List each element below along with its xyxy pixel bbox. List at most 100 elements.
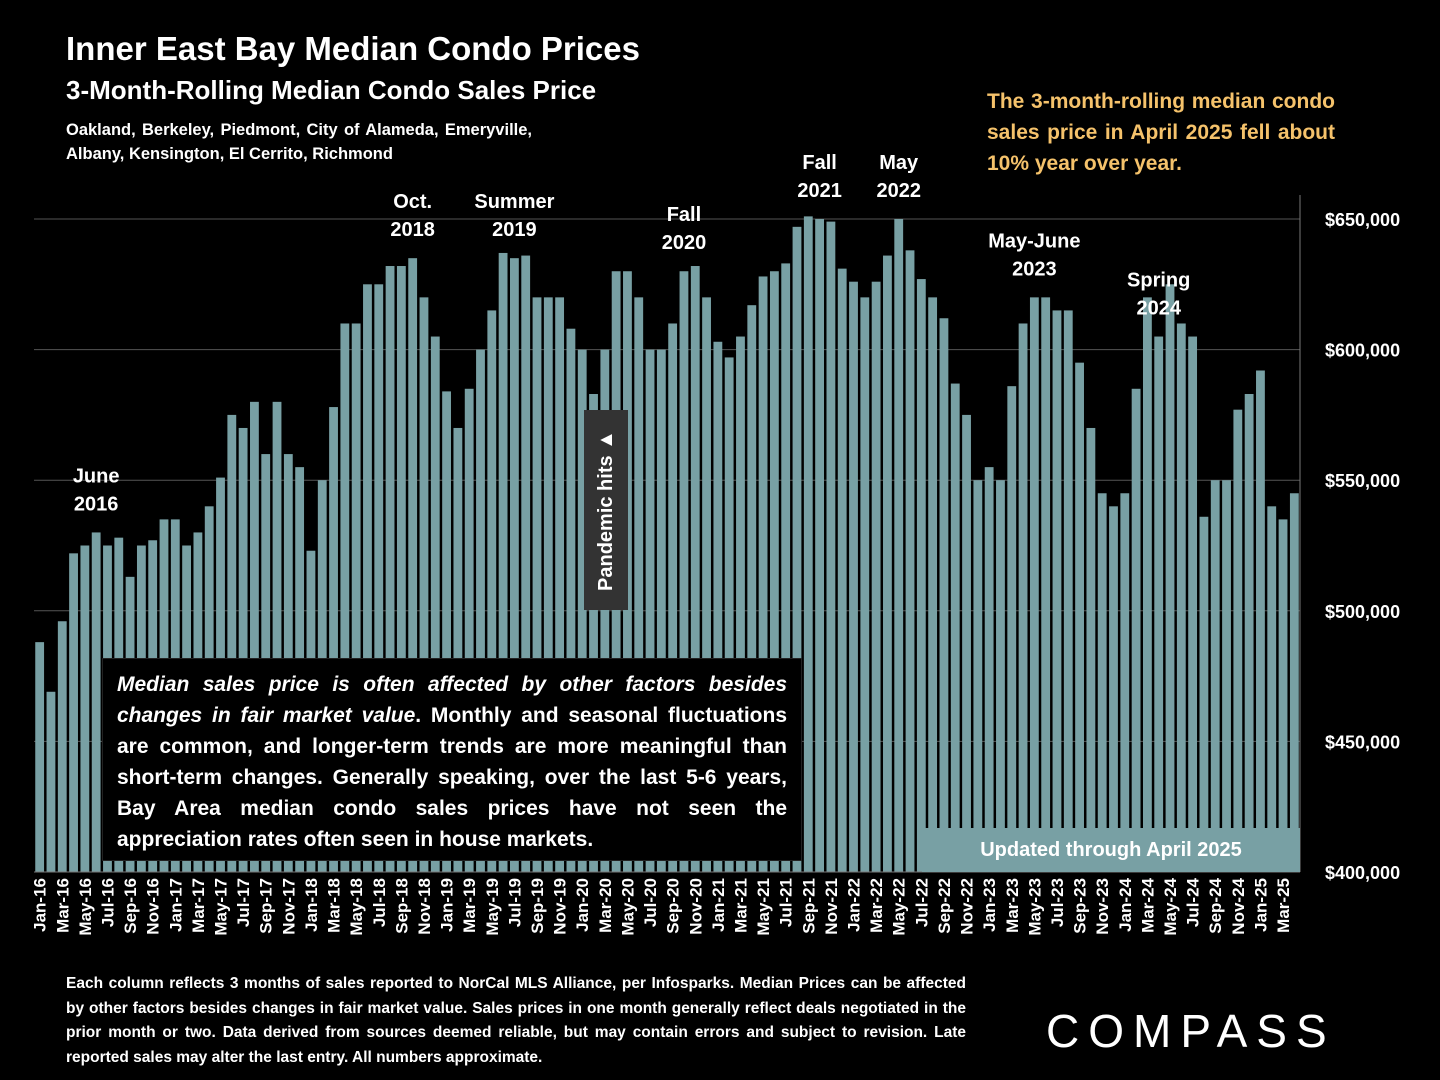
annotation-label: May 2022 <box>876 152 921 202</box>
bar <box>905 250 915 872</box>
bar <box>487 310 497 872</box>
bar <box>837 268 847 872</box>
x-tick-label: Jan-19 <box>438 878 457 932</box>
x-tick-label: Sep-22 <box>935 878 954 934</box>
bar <box>1267 506 1277 872</box>
bar <box>566 328 576 873</box>
x-tick-label: Mar-18 <box>325 878 344 933</box>
bar <box>340 323 350 873</box>
y-tick-label: $650,000 <box>1325 210 1400 230</box>
x-tick-label: May-20 <box>618 878 637 936</box>
bar <box>385 266 395 872</box>
bar <box>962 414 971 872</box>
bar <box>543 297 553 872</box>
x-tick-label: Sep-16 <box>121 878 140 934</box>
page-title: Inner East Bay Median Condo Prices <box>66 30 640 67</box>
x-tick-label: Mar-22 <box>867 878 886 933</box>
bar <box>69 553 78 872</box>
bar <box>984 467 994 872</box>
region-list: Oakland, Berkeley, Piedmont, City of Ala… <box>66 121 532 163</box>
bar <box>577 349 587 873</box>
bar <box>521 255 531 872</box>
x-tick-label: Nov-17 <box>279 878 298 935</box>
x-tick-label: Mar-19 <box>460 878 479 933</box>
x-tick-label: Mar-23 <box>1003 878 1022 933</box>
bar <box>1063 310 1073 872</box>
bar <box>758 276 768 872</box>
bar <box>35 642 45 872</box>
x-tick-label: Jan-25 <box>1251 878 1270 932</box>
x-tick-label: May-16 <box>76 878 95 936</box>
x-tick-label: May-18 <box>347 878 366 936</box>
y-tick-label: $550,000 <box>1325 471 1400 491</box>
x-tick-label: May-23 <box>1025 878 1044 936</box>
bar <box>690 266 700 872</box>
chart-subtitle: 3-Month-Rolling Median Condo Sales Price <box>66 75 597 105</box>
x-tick-label: Jul-24 <box>1184 877 1203 927</box>
bar <box>973 480 983 872</box>
bar <box>849 281 858 872</box>
bar <box>939 318 949 873</box>
bar <box>374 284 384 872</box>
x-tick-label: May-17 <box>212 878 231 936</box>
bar <box>860 297 870 872</box>
bar <box>736 336 745 872</box>
bar <box>1176 323 1186 873</box>
x-tick-label: Jul-23 <box>1048 878 1067 927</box>
x-tick-label: Sep-20 <box>664 878 683 934</box>
x-tick-label: Sep-17 <box>257 878 276 934</box>
x-tick-label: Mar-24 <box>1138 877 1157 932</box>
bar <box>1142 297 1152 872</box>
x-tick-label: Jan-17 <box>166 878 185 932</box>
bar <box>702 297 711 872</box>
bar <box>792 226 802 872</box>
bar <box>645 349 655 873</box>
x-tick-label: Jul-17 <box>234 878 253 927</box>
bar <box>769 271 779 872</box>
bar <box>1188 336 1198 872</box>
x-tick-label: Jan-20 <box>573 878 592 932</box>
yoy-callout: The 3-month-rolling median condo sales p… <box>987 90 1335 175</box>
bar <box>250 401 259 872</box>
x-tick-label: Jul-16 <box>98 878 117 927</box>
bar <box>408 258 418 872</box>
bar <box>442 391 451 872</box>
x-tick-label: Jan-21 <box>709 878 728 932</box>
x-tick-label: Jul-18 <box>370 878 389 927</box>
bar <box>600 349 610 873</box>
annotation-label: Spring 2024 <box>1127 270 1190 320</box>
y-tick-label: $400,000 <box>1325 863 1400 883</box>
x-tick-label: Sep-19 <box>528 878 547 934</box>
y-tick-label: $500,000 <box>1325 602 1400 622</box>
x-tick-label: Sep-23 <box>1071 878 1090 934</box>
x-tick-label: Jan-23 <box>980 878 999 932</box>
bar <box>634 297 644 872</box>
x-tick-label: Mar-21 <box>731 878 750 933</box>
explanatory-note: Median sales price is often affected by … <box>102 658 802 861</box>
y-tick-label: $450,000 <box>1325 732 1400 752</box>
note-italic: Median sales price is often affected by … <box>117 673 787 727</box>
bar <box>227 414 237 872</box>
x-tick-label: Jul-20 <box>641 878 660 927</box>
bar <box>1289 493 1299 872</box>
bar <box>555 297 565 872</box>
bar <box>1120 493 1130 872</box>
bar <box>464 388 474 872</box>
x-tick-label: May-24 <box>1161 877 1180 935</box>
annotation-label: June 2016 <box>73 465 120 515</box>
bar <box>1097 493 1107 872</box>
x-tick-label: Mar-17 <box>189 878 208 933</box>
bar <box>1233 409 1243 872</box>
x-tick-label: Jan-24 <box>1116 877 1135 931</box>
x-tick-label: Nov-16 <box>144 878 163 935</box>
bar <box>713 341 723 872</box>
bar <box>747 305 757 872</box>
bar <box>668 323 678 873</box>
bar <box>532 297 542 872</box>
bar <box>950 383 960 872</box>
bar <box>430 336 440 872</box>
bar <box>80 545 90 872</box>
x-tick-label: Sep-24 <box>1206 877 1225 933</box>
x-tick-label: Jan-22 <box>845 878 864 932</box>
bar <box>453 427 463 872</box>
